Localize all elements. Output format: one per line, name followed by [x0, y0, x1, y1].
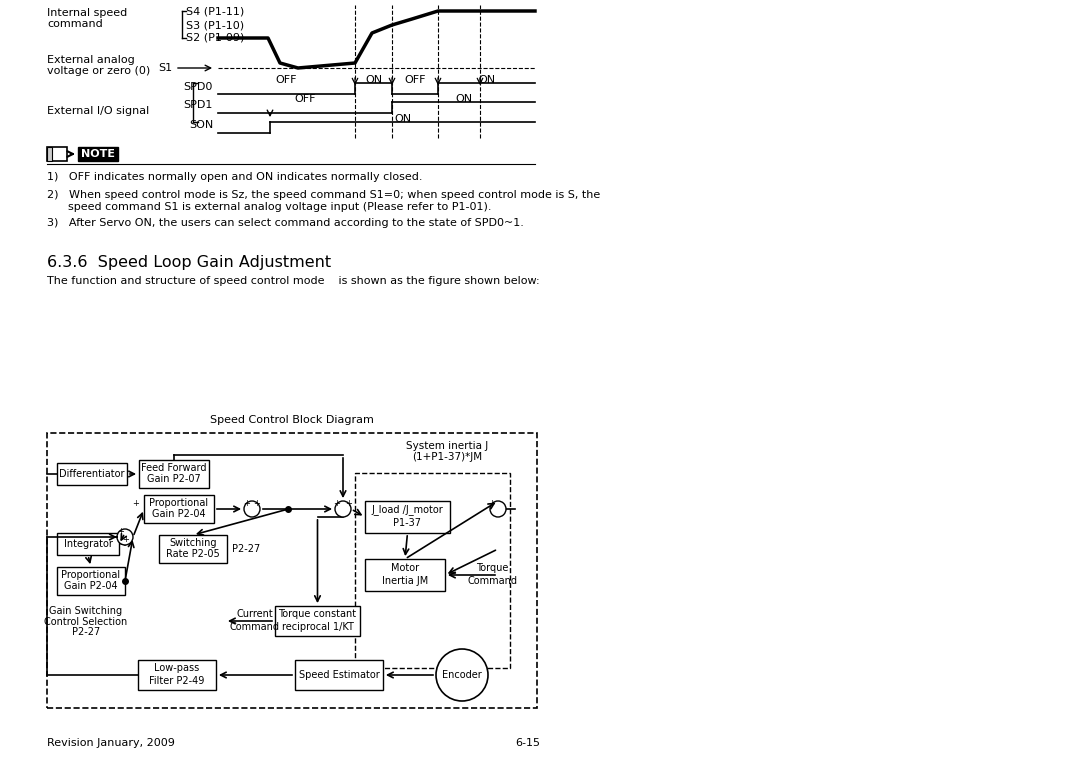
Text: 6.3.6  Speed Loop Gain Adjustment: 6.3.6 Speed Loop Gain Adjustment: [48, 256, 332, 271]
Text: SPD0: SPD0: [184, 82, 213, 92]
Text: SON: SON: [189, 121, 213, 130]
Text: 2)   When speed control mode is Sz, the speed command S1=0; when speed control m: 2) When speed control mode is Sz, the sp…: [48, 190, 600, 200]
Text: External analog: External analog: [48, 55, 135, 65]
Bar: [365, 559, 445, 591]
Text: Command: Command: [467, 576, 517, 586]
Text: P2-27: P2-27: [72, 627, 100, 637]
Text: J_load /J_motor: J_load /J_motor: [372, 504, 444, 516]
Bar: [48, 147, 52, 161]
Bar: [159, 535, 227, 563]
Text: S3 (P1-10): S3 (P1-10): [186, 20, 244, 30]
Circle shape: [244, 501, 260, 517]
Bar: [48, 147, 67, 161]
Text: External I/O signal: External I/O signal: [48, 106, 149, 116]
Text: +: +: [244, 500, 251, 508]
Text: +: +: [346, 498, 352, 507]
Text: NOTE: NOTE: [81, 149, 114, 159]
Text: OFF: OFF: [404, 75, 426, 85]
Text: +: +: [488, 498, 496, 507]
Text: S1: S1: [158, 63, 172, 73]
Text: Switching: Switching: [170, 538, 217, 548]
Text: Torque: Torque: [476, 563, 509, 573]
Text: +: +: [118, 527, 124, 536]
Bar: [57, 463, 127, 485]
Bar: [355, 473, 510, 668]
Text: Command: Command: [230, 622, 280, 632]
Text: Integrator: Integrator: [64, 539, 112, 549]
Text: SPD1: SPD1: [184, 101, 213, 111]
Text: +: +: [254, 500, 260, 508]
Text: voltage or zero (0): voltage or zero (0): [48, 66, 150, 76]
Text: +: +: [334, 498, 340, 507]
Text: System inertia J: System inertia J: [406, 441, 488, 451]
Text: OFF: OFF: [275, 75, 297, 85]
Text: Gain P2-07: Gain P2-07: [147, 474, 201, 484]
Text: Gain P2-04: Gain P2-04: [64, 581, 118, 591]
Bar: [139, 460, 210, 488]
Text: Motor: Motor: [391, 563, 419, 573]
Text: Gain P2-04: Gain P2-04: [152, 509, 206, 519]
Text: Filter P2-49: Filter P2-49: [149, 676, 205, 686]
Text: Torque constant: Torque constant: [279, 609, 356, 619]
Text: ON: ON: [394, 114, 411, 124]
Bar: [295, 660, 383, 690]
Text: (1+P1-37)*JM: (1+P1-37)*JM: [413, 452, 483, 462]
Text: Encoder: Encoder: [442, 670, 482, 680]
Bar: [57, 533, 119, 555]
Text: P2-27: P2-27: [232, 544, 260, 554]
Text: command: command: [48, 19, 103, 29]
Circle shape: [117, 529, 133, 545]
Circle shape: [436, 649, 488, 701]
Bar: [78, 147, 118, 161]
Text: 6-15: 6-15: [515, 738, 540, 748]
Text: Differentiator: Differentiator: [59, 469, 125, 479]
Text: Inertia JM: Inertia JM: [382, 576, 428, 586]
Text: The function and structure of speed control mode    is shown as the figure shown: The function and structure of speed cont…: [48, 276, 540, 286]
Text: Internal speed: Internal speed: [48, 8, 127, 18]
Text: OFF: OFF: [294, 94, 315, 104]
Text: +: +: [122, 535, 129, 543]
Text: Proportional: Proportional: [62, 570, 121, 580]
Text: 1)   OFF indicates normally open and ON indicates normally closed.: 1) OFF indicates normally open and ON in…: [48, 172, 422, 182]
Text: S2 (P1-09): S2 (P1-09): [186, 33, 244, 43]
Text: -: -: [119, 539, 123, 549]
Text: Proportional: Proportional: [149, 498, 208, 508]
Text: S4 (P1-11): S4 (P1-11): [186, 6, 244, 16]
Bar: [48, 433, 537, 708]
Text: speed command S1 is external analog voltage input (Please refer to P1-01).: speed command S1 is external analog volt…: [48, 202, 491, 212]
Text: Speed Estimator: Speed Estimator: [299, 670, 379, 680]
Circle shape: [490, 501, 507, 517]
Bar: [57, 567, 125, 595]
Text: Speed Control Block Diagram: Speed Control Block Diagram: [211, 415, 374, 425]
Text: Revision January, 2009: Revision January, 2009: [48, 738, 175, 748]
Text: P1-37: P1-37: [393, 518, 421, 528]
Bar: [365, 501, 450, 533]
Text: ON: ON: [365, 75, 382, 85]
Bar: [275, 606, 360, 636]
Text: Current: Current: [237, 609, 273, 619]
Text: Low-pass: Low-pass: [154, 663, 200, 673]
Text: Control Selection: Control Selection: [44, 617, 127, 627]
Text: 3)   After Servo ON, the users can select command according to the state of SPD0: 3) After Servo ON, the users can select …: [48, 218, 524, 228]
Bar: [144, 495, 214, 523]
Text: Feed Forward: Feed Forward: [141, 463, 206, 473]
Text: ON: ON: [455, 94, 472, 104]
Text: ON: ON: [478, 75, 495, 85]
Text: Rate P2-05: Rate P2-05: [166, 549, 220, 559]
Text: +: +: [133, 500, 139, 508]
Text: reciprocal 1/KT: reciprocal 1/KT: [282, 622, 353, 632]
Text: Gain Switching: Gain Switching: [50, 606, 122, 616]
Bar: [138, 660, 216, 690]
Circle shape: [335, 501, 351, 517]
